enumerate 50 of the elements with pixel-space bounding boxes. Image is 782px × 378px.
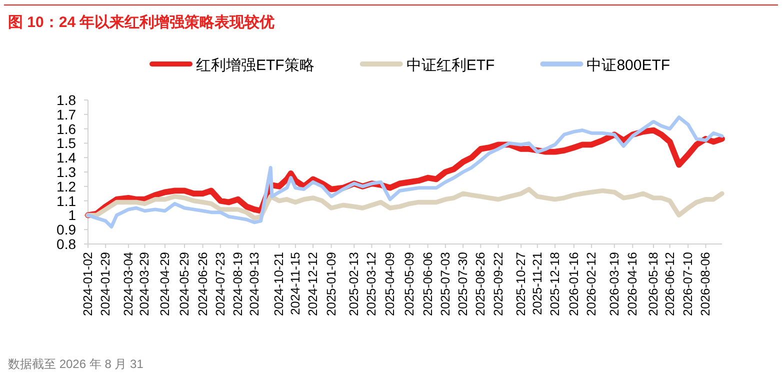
x-tick-label: 2025-04-09 xyxy=(383,252,397,316)
y-tick-label: 1.6 xyxy=(56,120,76,137)
x-tick-label: 2026-01-16 xyxy=(566,252,581,316)
y-tick-label: 1.3 xyxy=(56,164,76,180)
x-tick-label: 2025-12-18 xyxy=(548,252,562,316)
x-tick-label: 2024-09-13 xyxy=(247,252,262,316)
x-tick-label: 2024-06-26 xyxy=(196,252,210,316)
chart-title: 图 10：24 年以来红利增强策略表现较优 xyxy=(8,14,275,31)
x-tick-label: 2025-08-26 xyxy=(474,252,488,316)
legend-label: 中证红利ETF xyxy=(406,57,495,74)
legend-label: 中证800ETF xyxy=(586,57,670,74)
x-tick-label: 2025-02-13 xyxy=(347,252,362,316)
y-tick-label: 1.1 xyxy=(56,192,76,209)
x-tick-label: 2026-03-19 xyxy=(607,252,622,316)
x-tick-label: 2026-05-18 xyxy=(646,252,661,316)
y-tick-label: 1.5 xyxy=(56,135,76,152)
x-tick-label: 2025-07-30 xyxy=(456,252,470,316)
x-tick-label: 2024-08-19 xyxy=(231,252,246,316)
y-tick-label: 1.8 xyxy=(56,92,76,108)
x-tick-label: 2026-06-12 xyxy=(662,252,677,316)
x-tick-label: 2024-03-29 xyxy=(138,252,152,316)
x-tick-label: 2025-10-27 xyxy=(514,252,528,316)
text: 数据截至 2026 年 8 月 31 xyxy=(8,357,144,371)
x-tick-label: 2024-10-21 xyxy=(272,252,286,316)
y-tick-label: 1 xyxy=(68,207,76,224)
x-tick-label: 2024-03-04 xyxy=(121,252,136,316)
x-tick-label: 2024-05-29 xyxy=(178,252,192,316)
x-tick-label: 2024-11-15 xyxy=(288,252,302,316)
x-tick-label: 2025-05-09 xyxy=(402,252,417,316)
x-tick-label: 2026-08-06 xyxy=(698,252,713,316)
x-tick-label: 2025-06-06 xyxy=(420,252,435,316)
x-tick-label: 2025-03-12 xyxy=(364,252,379,316)
x-tick-label: 2024-04-29 xyxy=(158,252,172,316)
x-tick-label: 2024-07-23 xyxy=(213,252,228,316)
x-tick-label: 2024-01-29 xyxy=(98,252,113,316)
x-tick-label: 2025-01-09 xyxy=(324,252,338,316)
y-tick-label: 1.4 xyxy=(56,150,76,166)
x-tick-label: 2026-02-12 xyxy=(584,252,599,316)
x-tick-label: 2025-09-22 xyxy=(491,252,506,316)
y-tick-label: 0.8 xyxy=(56,236,76,252)
y-tick-label: 0.9 xyxy=(56,222,76,238)
y-tick-label: 1.7 xyxy=(56,106,76,122)
x-tick-label: 2025-07-03 xyxy=(438,252,452,316)
y-tick-label: 1.2 xyxy=(56,178,76,194)
x-tick-label: 2026-04-16 xyxy=(626,252,640,316)
x-tick-label: 2025-11-21 xyxy=(530,252,544,316)
x-tick-label: 2024-12-12 xyxy=(306,252,320,316)
x-tick-label: 2026-07-10 xyxy=(681,252,696,316)
legend-label: 红利增强ETF策略 xyxy=(196,57,314,74)
x-tick-label: 2024-01-02 xyxy=(81,252,95,316)
